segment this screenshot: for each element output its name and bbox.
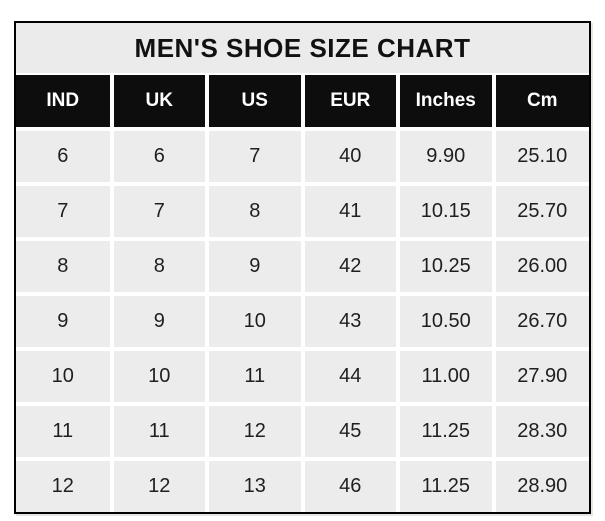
cell-us: 12: [205, 402, 303, 459]
cell-cm: 26.70: [491, 292, 589, 349]
table-row: 11 11 12 45 11.25 28.30: [16, 402, 589, 459]
cell-eur: 44: [300, 347, 398, 404]
cell-ind: 9: [16, 292, 112, 349]
column-header-ind: IND: [16, 75, 112, 129]
cell-inches: 10.50: [396, 292, 494, 349]
cell-eur: 42: [300, 237, 398, 294]
cell-eur: 46: [300, 457, 398, 512]
cell-us: 7: [205, 127, 303, 184]
column-header-inches: Inches: [396, 75, 494, 129]
cell-eur: 43: [300, 292, 398, 349]
cell-cm: 25.10: [491, 127, 589, 184]
cell-cm: 28.30: [491, 402, 589, 459]
table-row: 6 6 7 40 9.90 25.10: [16, 127, 589, 184]
cell-ind: 6: [16, 127, 112, 184]
shoe-size-table: IND UK US EUR Inches Cm 6 6 7 40 9.90 25.10 7 7 8 41 10…: [16, 75, 589, 512]
column-header-eur: EUR: [300, 75, 398, 129]
cell-uk: 9: [109, 292, 207, 349]
table-header: IND UK US EUR Inches Cm: [16, 75, 589, 129]
table-row: 8 8 9 42 10.25 26.00: [16, 237, 589, 294]
cell-ind: 12: [16, 457, 112, 512]
cell-uk: 6: [109, 127, 207, 184]
cell-cm: 25.70: [491, 182, 589, 239]
cell-inches: 11.25: [396, 402, 494, 459]
cell-uk: 7: [109, 182, 207, 239]
chart-title: MEN'S SHOE SIZE CHART: [16, 23, 589, 75]
cell-uk: 12: [109, 457, 207, 512]
column-header-cm: Cm: [491, 75, 589, 129]
cell-us: 8: [205, 182, 303, 239]
cell-ind: 11: [16, 402, 112, 459]
cell-ind: 8: [16, 237, 112, 294]
cell-inches: 11.00: [396, 347, 494, 404]
cell-inches: 11.25: [396, 457, 494, 512]
column-header-us: US: [205, 75, 303, 129]
cell-us: 11: [205, 347, 303, 404]
cell-us: 10: [205, 292, 303, 349]
cell-inches: 10.25: [396, 237, 494, 294]
cell-inches: 10.15: [396, 182, 494, 239]
shoe-size-chart-card: MEN'S SHOE SIZE CHART IND UK US EUR Inches Cm…: [14, 21, 591, 514]
cell-cm: 27.90: [491, 347, 589, 404]
cell-us: 13: [205, 457, 303, 512]
table-row: 7 7 8 41 10.15 25.70: [16, 182, 589, 239]
header-row: IND UK US EUR Inches Cm: [16, 75, 589, 129]
cell-inches: 9.90: [396, 127, 494, 184]
cell-uk: 10: [109, 347, 207, 404]
cell-us: 9: [205, 237, 303, 294]
cell-cm: 28.90: [491, 457, 589, 512]
cell-uk: 11: [109, 402, 207, 459]
cell-eur: 40: [300, 127, 398, 184]
cell-eur: 45: [300, 402, 398, 459]
cell-uk: 8: [109, 237, 207, 294]
cell-eur: 41: [300, 182, 398, 239]
table-row: 12 12 13 46 11.25 28.90: [16, 457, 589, 512]
table-body: 6 6 7 40 9.90 25.10 7 7 8 41 10.15 25.70 8 8 9 42 10.25 2…: [16, 127, 589, 512]
table-row: 10 10 11 44 11.00 27.90: [16, 347, 589, 404]
cell-ind: 7: [16, 182, 112, 239]
column-header-uk: UK: [109, 75, 207, 129]
cell-ind: 10: [16, 347, 112, 404]
cell-cm: 26.00: [491, 237, 589, 294]
table-row: 9 9 10 43 10.50 26.70: [16, 292, 589, 349]
